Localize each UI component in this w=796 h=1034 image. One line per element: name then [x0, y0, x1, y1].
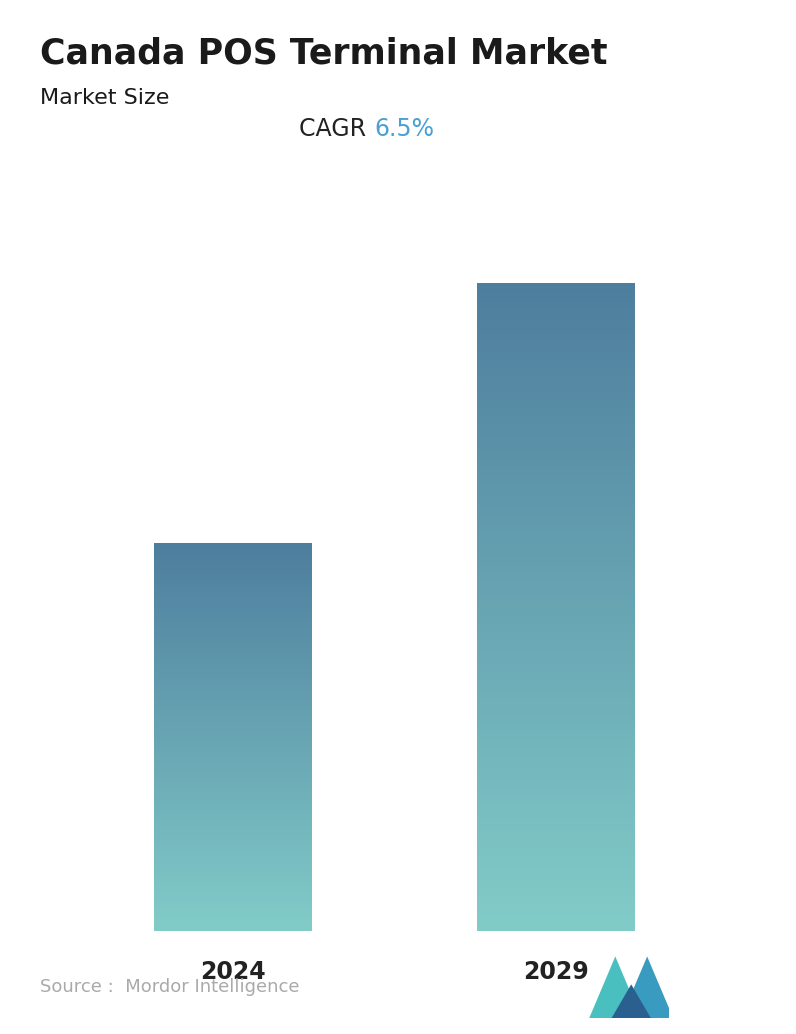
Text: CAGR: CAGR [299, 117, 374, 142]
Text: Canada POS Terminal Market: Canada POS Terminal Market [40, 36, 607, 70]
Polygon shape [611, 984, 651, 1018]
Text: 6.5%: 6.5% [374, 117, 434, 142]
Polygon shape [589, 956, 642, 1018]
Text: Source :  Mordor Intelligence: Source : Mordor Intelligence [40, 978, 299, 997]
Polygon shape [621, 956, 673, 1018]
Text: Market Size: Market Size [40, 88, 170, 108]
Text: 2024: 2024 [201, 961, 266, 984]
Text: 2029: 2029 [523, 961, 588, 984]
